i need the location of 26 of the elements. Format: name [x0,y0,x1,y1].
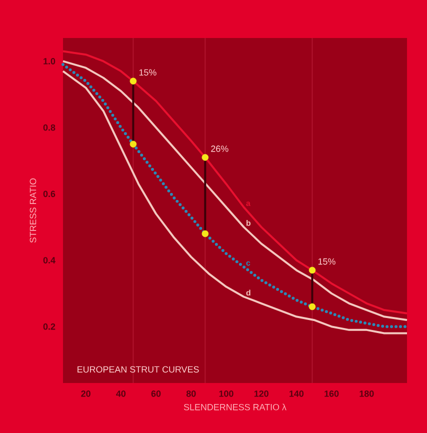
x-tick-label: 20 [81,390,90,397]
x-tick-label: 160 [324,390,339,397]
point [202,230,209,238]
x-tick-label: 100 [219,390,234,397]
y-tick-label: 0.6 [43,190,56,198]
point [130,140,137,148]
y-tick-label: 1.0 [44,58,56,64]
annotation: 15% [139,69,156,76]
x-tick-label: 140 [290,390,304,397]
annotation: 26% [211,146,228,152]
x-tick-label: 80 [186,390,196,397]
x-tick-label: 60 [151,390,161,397]
x-tick-label: 40 [116,390,126,397]
y-tick-label: 0.8 [43,124,56,131]
point [202,154,209,161]
annotation: 15% [318,258,336,265]
y-tick-label: 0.2 [43,323,56,330]
x-tick-label: 180 [360,390,374,397]
y-axis-title: STRESS RATIO [30,178,36,243]
annotation: EUROPEAN STRUT CURVES [78,366,199,373]
y-tick-label: 0.4 [43,257,56,264]
point [308,303,316,310]
point [130,78,137,85]
point [308,266,316,274]
x-tick-label: 120 [254,390,268,397]
x-axis-title: SLENDERNESS RATIO λ [184,404,286,410]
